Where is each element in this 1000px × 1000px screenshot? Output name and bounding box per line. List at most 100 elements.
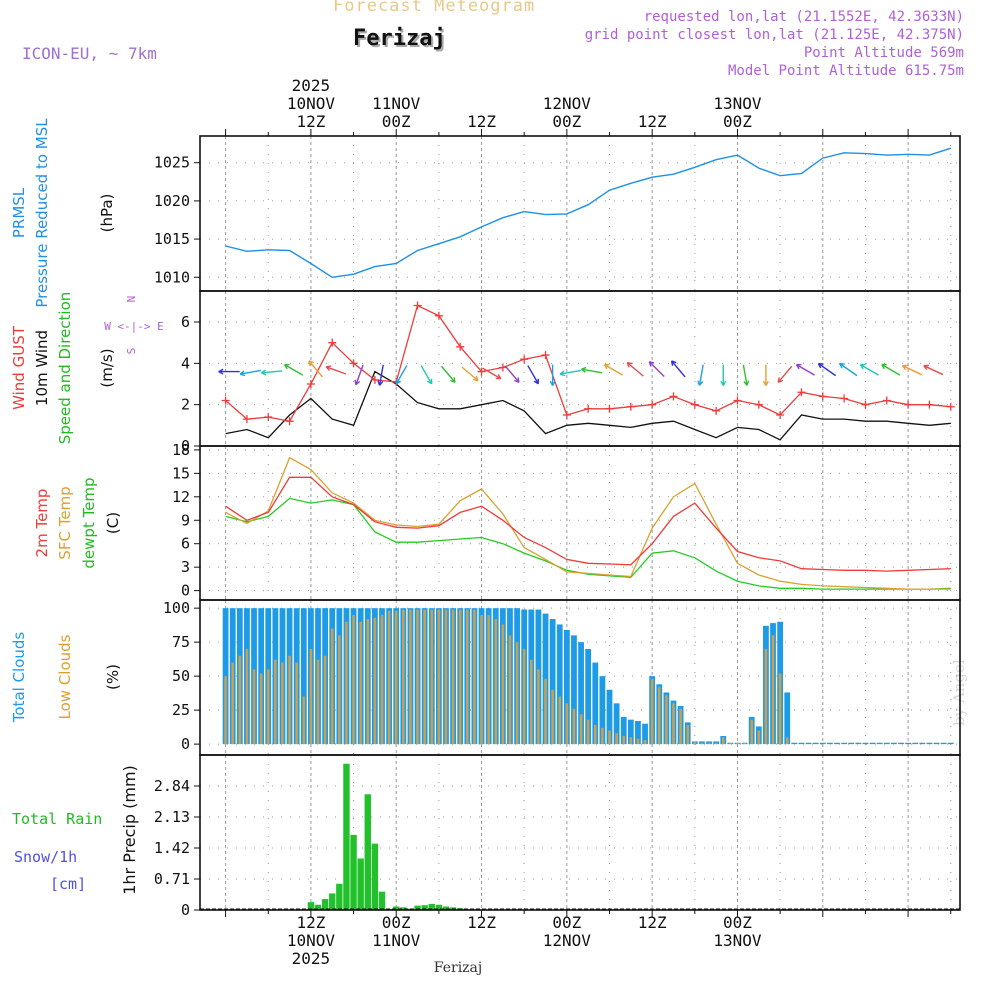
low-cloud-bar [650,678,654,745]
low-cloud-bar [409,609,412,745]
total-cloud-bar [826,742,833,745]
y-tick-label: 6 [181,313,190,331]
wind-direction-arrow [839,362,858,377]
low-cloud-bar [736,742,739,745]
label-low-clouds: Low Clouds [56,634,74,719]
low-cloud-bar [622,735,626,745]
low-cloud-bar [224,676,227,745]
low-cloud-bar [750,719,753,745]
gust-marker [434,311,443,320]
x-tick-label-top: 10NOV [287,94,336,113]
low-cloud-bar [764,648,768,745]
total-cloud-bar [841,742,848,745]
total-cloud-bar [926,742,933,745]
low-cloud-bar [359,621,362,745]
gust-marker [669,392,678,401]
low-cloud-bar [657,687,661,745]
gust-marker [264,413,273,422]
gust-marker [520,355,529,364]
low-cloud-bar [259,673,263,745]
low-cloud-bar [309,648,313,745]
low-cloud-bar [466,609,469,745]
precip-bar [371,843,379,910]
gust-marker [733,396,742,405]
wind-direction-arrow [240,369,262,375]
precip-bar [321,899,329,910]
total-cloud-bar [556,624,563,745]
low-cloud-bar [729,742,732,745]
gust-marker [925,400,934,409]
gust-marker [328,338,337,347]
label-temp-unit: (C) [104,512,122,534]
gust-marker [242,415,251,424]
wind-direction-arrow [923,365,944,376]
y-tick-label: 25 [172,701,190,719]
precip-bar [357,858,364,910]
low-cloud-bar [707,742,711,745]
model-label: ICON-EU, ~ 7km [22,44,157,63]
y-tick-label: 0 [181,437,190,455]
grid-point-coords: grid point closest lon,lat (21.125E, 42.… [584,27,964,43]
gust-marker [626,402,635,411]
low-cloud-bar [302,696,306,745]
wind-arrow-head [648,361,655,367]
y-tick-label: 50 [172,667,190,685]
low-cloud-bar [352,614,355,745]
low-cloud-bar [323,655,327,745]
low-cloud-bar [601,727,604,745]
low-cloud-bar [458,609,462,745]
wind-arrow-head [308,360,314,366]
total-cloud-bar [585,648,592,745]
wind-direction-arrow [527,365,539,385]
wind-arrow-head [603,363,610,370]
wind-direction-arrow [378,364,384,386]
temp2m-series [225,476,951,572]
precip-bar [336,883,343,910]
sfc-temp-series [225,456,951,590]
low-cloud-bar [330,628,334,745]
y-tick-label: 15 [172,464,190,482]
wind10m-series [225,370,951,441]
wind-arrow-head [881,363,887,370]
wind-direction-arrow [560,369,581,375]
gust-marker [648,400,657,409]
wind-arrow-head [218,368,224,375]
gust-marker [498,363,507,372]
low-cloud-bar [274,659,277,745]
gust-marker [840,394,849,403]
wind-arrow-head [859,363,866,370]
gust-marker [306,380,315,388]
total-cloud-bar [834,742,840,745]
total-cloud-bar [784,692,791,745]
gust-marker [221,396,230,405]
x-tick-label-bottom: 2025 [292,949,331,968]
total-cloud-bar [549,619,556,745]
low-cloud-bar [437,609,441,745]
wind-direction-arrow [902,365,922,376]
wind-arrow-head [450,377,456,383]
total-cloud-bar [592,662,599,745]
wind-arrow-head [514,377,520,383]
chart-title: Forecast Meteogram [333,0,536,16]
wind-direction-arrow [796,363,815,376]
wind-arrow-head [559,370,566,377]
gust-marker [370,375,379,384]
low-cloud-bar [537,669,540,745]
low-cloud-bar [316,659,320,745]
footer-location: Ferizaj [434,960,482,976]
compass-we: W <-|-> E [104,320,164,333]
wind-arrow-head [325,365,332,372]
low-cloud-bar [714,742,718,745]
total-cloud-bar [571,635,577,745]
precip-bar [414,905,421,910]
low-cloud-bar [665,695,668,745]
total-cloud-bar [791,742,798,745]
precip-bar [421,905,428,910]
y-tick-label: 1010 [154,268,190,286]
wind-direction-arrow [860,363,879,376]
total-cloud-bar [613,703,620,745]
label-speed-direction: Speed and Direction [56,292,74,445]
precip-bar [428,903,435,910]
x-tick-label-top: 12Z [467,112,496,131]
label-sfc-temp: SFC Temp [56,486,74,559]
